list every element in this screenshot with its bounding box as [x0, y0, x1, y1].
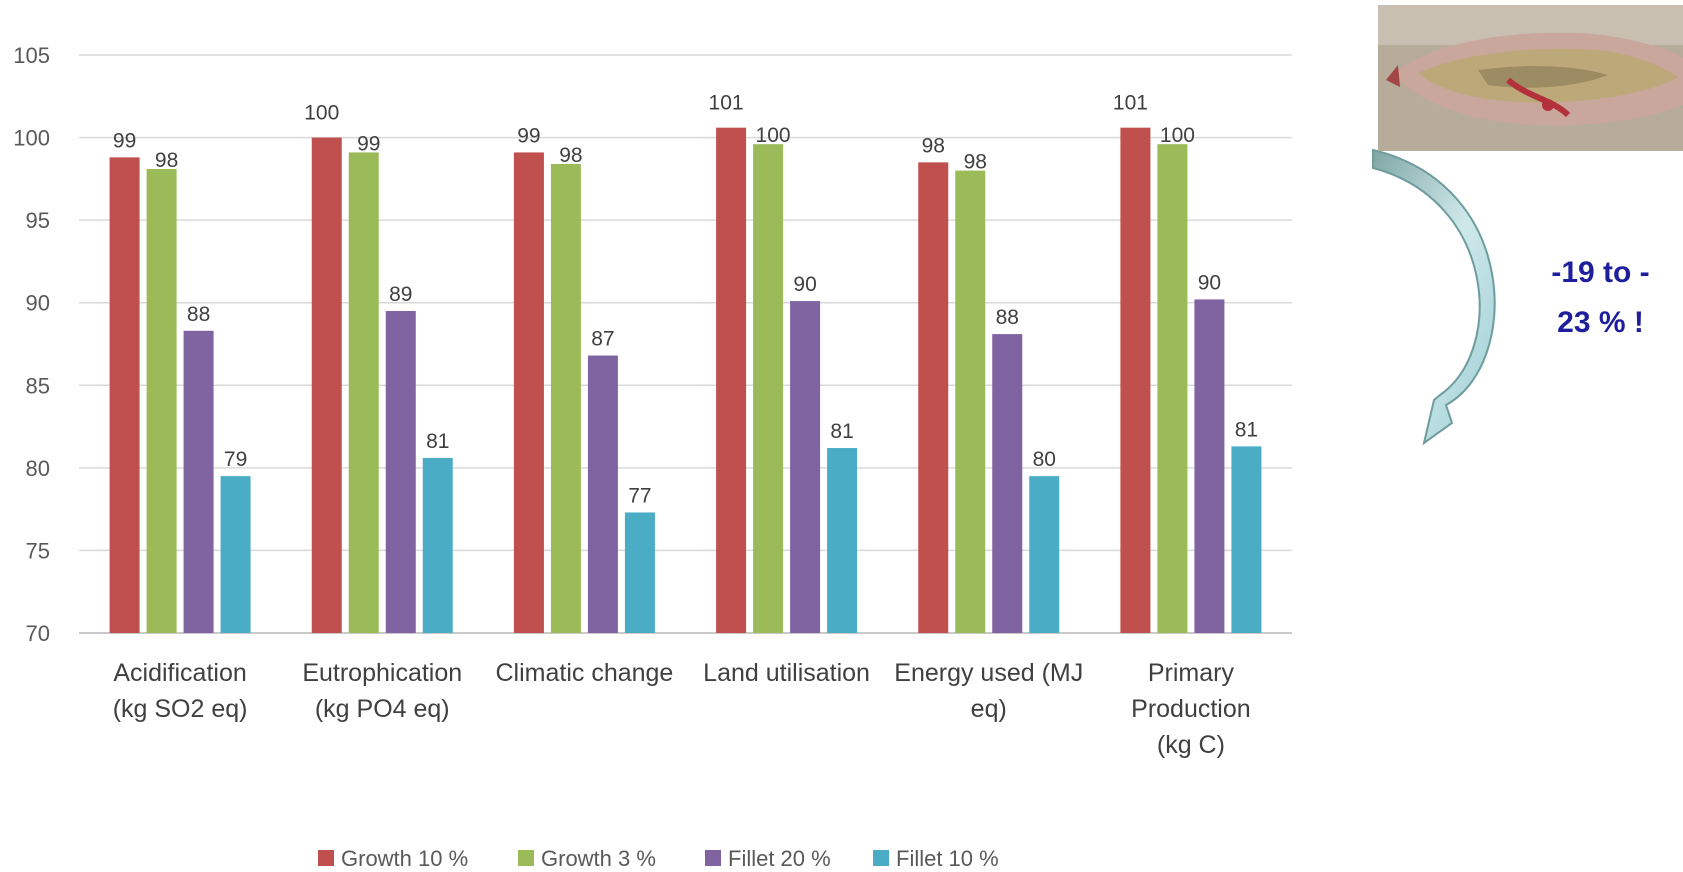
data-label: 98 [559, 144, 582, 167]
data-label: 99 [113, 129, 136, 152]
y-tick-label: 85 [26, 373, 50, 398]
annotation-line-1: -19 to - [1551, 256, 1650, 289]
bar-fillet-10 [220, 476, 251, 633]
bars [109, 127, 1262, 634]
legend-entry: Fillet 10 % [896, 846, 999, 871]
bar-fillet-10 [1029, 476, 1060, 633]
legend-swatch [318, 850, 334, 866]
category-label: Production [1131, 695, 1251, 723]
bar-growth-10 [1120, 127, 1151, 634]
fish-fillet-photo [1378, 5, 1683, 151]
data-label: 99 [517, 124, 540, 147]
data-label: 101 [1113, 92, 1148, 115]
category-label: eq) [971, 695, 1007, 723]
category-label: Acidification [113, 659, 246, 687]
data-label: 100 [1160, 124, 1195, 147]
bar-growth-3 [955, 170, 986, 633]
data-labels: 99 98 88 79 100 99 89 81 99 98 87 77 101 100 90 81 98 98 8… [113, 92, 1258, 508]
y-tick-label: 105 [13, 43, 50, 68]
category-label: Land utilisation [703, 659, 870, 687]
reduction-annotation: -19 to - 23 % ! [1528, 248, 1673, 348]
bar-fillet-10 [827, 448, 858, 633]
legend: Growth 10 % Growth 3 % Fillet 20 % Fillet 1… [318, 846, 999, 871]
data-label: 79 [224, 448, 247, 471]
data-label: 80 [1033, 448, 1056, 471]
bar-growth-10 [311, 137, 342, 634]
legend-swatch [873, 850, 889, 866]
bar-fillet-20 [992, 334, 1023, 633]
data-label: 99 [357, 132, 380, 155]
bar-growth-3 [348, 152, 379, 634]
legend-entry: Growth 3 % [541, 846, 656, 871]
bar-growth-10 [513, 152, 544, 634]
data-label: 88 [996, 306, 1019, 329]
bar-fillet-10 [624, 512, 655, 633]
bar-growth-3 [1157, 144, 1188, 634]
category-label: Eutrophication [302, 659, 462, 687]
bar-fillet-20 [587, 355, 618, 633]
data-label: 87 [591, 328, 614, 351]
y-tick-label: 80 [26, 456, 50, 481]
category-label: Energy used (MJ [894, 659, 1083, 687]
data-label: 81 [426, 430, 449, 453]
data-label: 81 [1235, 418, 1258, 441]
bar-growth-3 [550, 163, 581, 633]
curved-arrow-icon [1372, 148, 1496, 446]
category-label: Primary [1148, 659, 1235, 687]
bar-growth-10 [918, 162, 949, 634]
data-label: 98 [964, 151, 987, 174]
annotation-line-2: 23 % ! [1557, 306, 1644, 339]
legend-swatch [518, 850, 534, 866]
bar-fillet-10 [422, 457, 453, 633]
category-label: (kg PO4 eq) [315, 695, 450, 723]
bar-growth-3 [753, 144, 784, 634]
data-label: 98 [922, 134, 945, 157]
data-label: 101 [709, 92, 744, 115]
gridlines [79, 54, 1292, 634]
bar-fillet-20 [1194, 299, 1225, 633]
bar-growth-3 [146, 168, 177, 633]
data-label: 77 [628, 484, 651, 507]
category-label: (kg SO2 eq) [113, 695, 248, 723]
data-label: 98 [155, 149, 178, 172]
y-tick-label: 100 [13, 126, 50, 151]
bar-fillet-10 [1231, 446, 1262, 633]
data-label: 90 [793, 273, 816, 296]
y-tick-label: 95 [26, 208, 50, 233]
legend-swatch [705, 850, 721, 866]
data-label: 88 [187, 303, 210, 326]
data-label: 100 [304, 102, 339, 125]
bar-growth-10 [109, 157, 140, 634]
legend-entry: Fillet 20 % [728, 846, 831, 871]
category-label: Climatic change [495, 659, 673, 687]
data-label: 81 [830, 420, 853, 443]
category-label: (kg C) [1157, 731, 1225, 759]
category-labels: Acidification (kg SO2 eq) Eutrophication (k… [113, 659, 1251, 759]
data-label: 90 [1198, 271, 1221, 294]
bar-growth-10 [716, 127, 747, 634]
y-tick-label: 70 [26, 621, 50, 646]
bar-fillet-20 [183, 330, 214, 633]
data-label: 89 [389, 283, 412, 306]
y-tick-label: 75 [26, 538, 50, 563]
bar-fillet-20 [790, 301, 821, 633]
data-label: 100 [756, 124, 791, 147]
y-axis-ticks: 70 75 80 85 90 95 100 105 [13, 43, 50, 646]
bar-fillet-20 [385, 310, 416, 633]
legend-entry: Growth 10 % [341, 846, 468, 871]
y-tick-label: 90 [26, 291, 50, 316]
